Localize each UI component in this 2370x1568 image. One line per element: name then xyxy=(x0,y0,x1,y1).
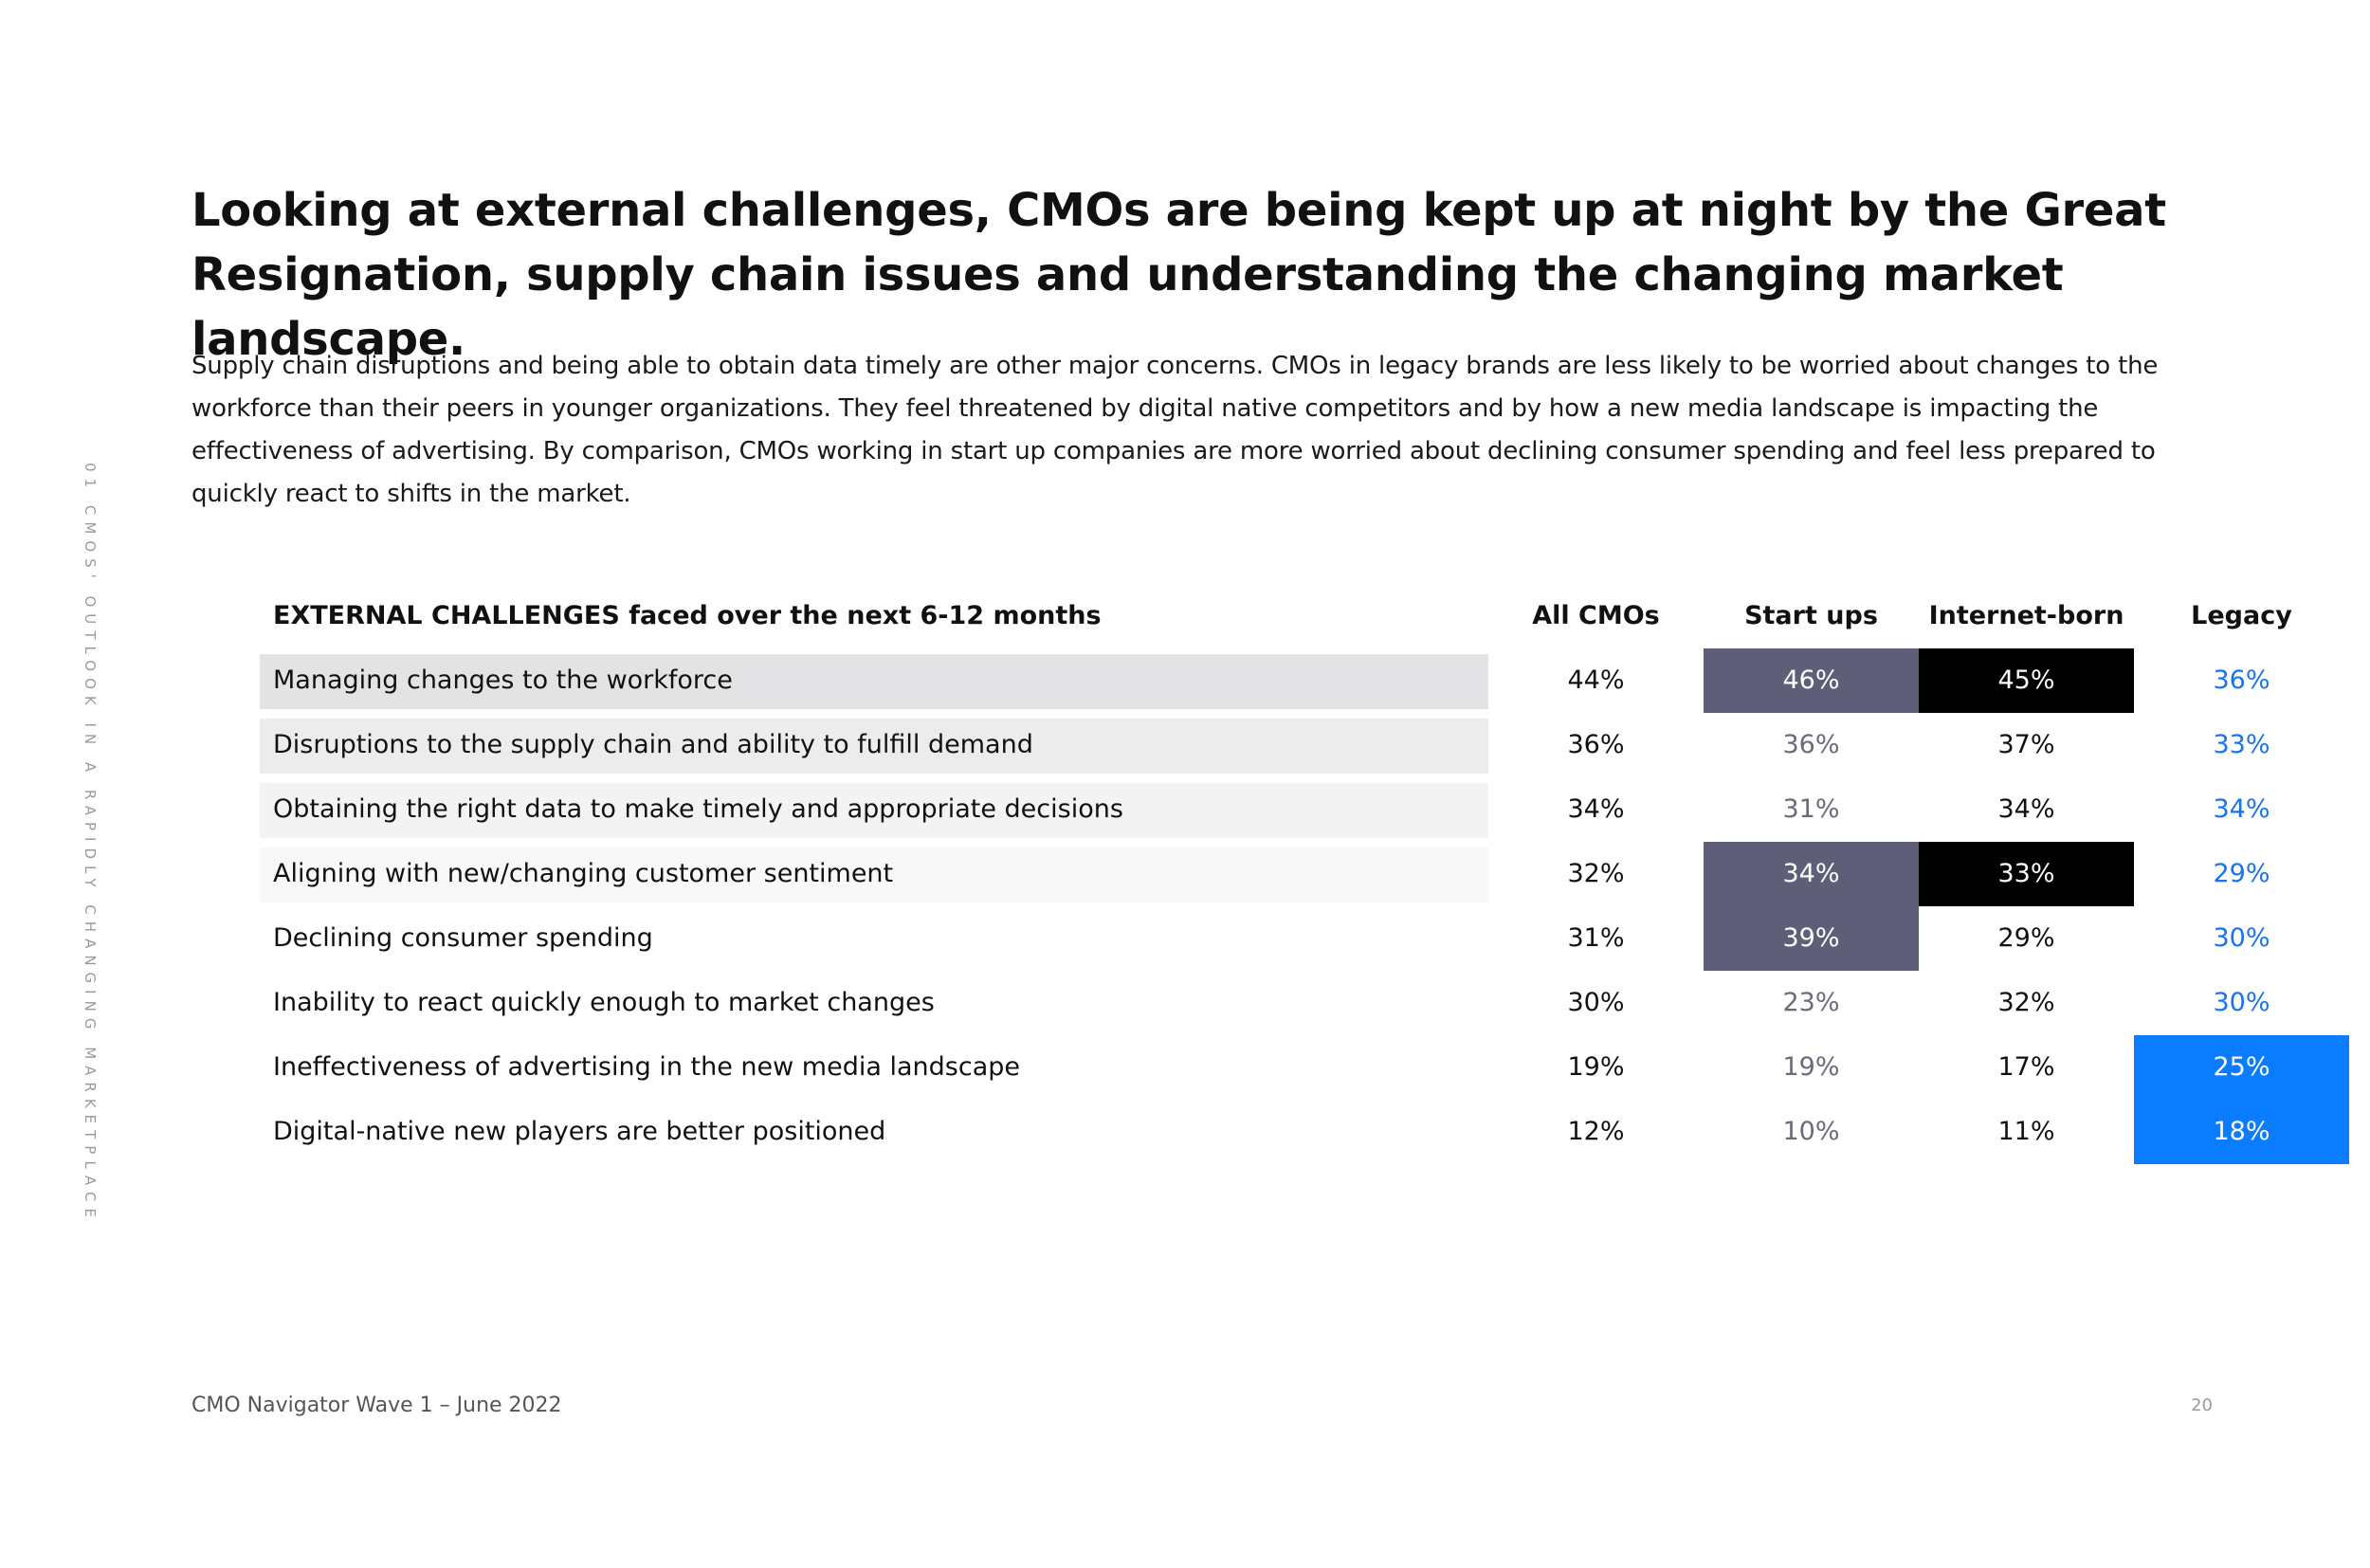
challenge-label: Disruptions to the supply chain and abil… xyxy=(273,730,1033,759)
table-row: Aligning with new/changing customer sent… xyxy=(260,842,2270,906)
challenge-label: Aligning with new/changing customer sent… xyxy=(273,859,894,888)
internet-born-value: 17% xyxy=(1997,1052,2055,1082)
table-body: Managing changes to the workforce 44% 46… xyxy=(260,648,2349,1164)
all-cmos-value: 30% xyxy=(1567,988,1625,1017)
internet-born-value: 32% xyxy=(1997,988,2055,1017)
internet-born-value: 34% xyxy=(1997,794,2055,824)
header-challenge: EXTERNAL CHALLENGES faced over the next … xyxy=(273,601,1102,630)
all-cmos-value: 19% xyxy=(1567,1052,1625,1082)
legacy-value: 18% xyxy=(2134,1100,2349,1164)
row-shading xyxy=(260,719,1488,774)
challenge-label: Inability to react quickly enough to mar… xyxy=(273,988,935,1017)
challenge-label: Obtaining the right data to make timely … xyxy=(273,794,1123,824)
start-ups-value: 23% xyxy=(1782,988,1840,1017)
challenge-label: Declining consumer spending xyxy=(273,923,653,953)
page-number: 20 xyxy=(2191,1395,2213,1415)
legacy-value: 30% xyxy=(2213,988,2270,1017)
row-shading xyxy=(260,848,1488,903)
table-row: Managing changes to the workforce 44% 46… xyxy=(260,648,2270,713)
header-internet-born: Internet-born xyxy=(1928,601,2124,630)
internet-born-value: 11% xyxy=(1997,1117,2055,1146)
header-legacy: Legacy xyxy=(2191,601,2292,630)
header-all-cmos: All CMOs xyxy=(1532,601,1660,630)
legacy-value: 36% xyxy=(2213,665,2270,695)
start-ups-value: 10% xyxy=(1782,1117,1840,1146)
table-row: Disruptions to the supply chain and abil… xyxy=(260,713,2270,777)
internet-born-value: 29% xyxy=(1997,923,2055,953)
challenge-label: Managing changes to the workforce xyxy=(273,665,733,695)
start-ups-value: 36% xyxy=(1782,730,1840,759)
internet-born-value: 45% xyxy=(1919,648,2134,713)
start-ups-value: 34% xyxy=(1704,842,1919,906)
legacy-value: 34% xyxy=(2213,794,2270,824)
all-cmos-value: 44% xyxy=(1567,665,1625,695)
row-shading xyxy=(260,654,1488,709)
header-start-ups: Start ups xyxy=(1744,601,1878,630)
section-side-label: 01 CMOS' OUTLOOK IN A RAPIDLY CHANGING M… xyxy=(82,463,99,1225)
legacy-value: 30% xyxy=(2213,923,2270,953)
table-row: Inability to react quickly enough to mar… xyxy=(260,971,2270,1035)
legacy-value: 25% xyxy=(2134,1035,2349,1100)
all-cmos-value: 36% xyxy=(1567,730,1625,759)
table-row: Declining consumer spending 31% 39% 29% … xyxy=(260,906,2270,971)
internet-born-value: 37% xyxy=(1997,730,2055,759)
start-ups-value: 31% xyxy=(1782,794,1840,824)
all-cmos-value: 34% xyxy=(1567,794,1625,824)
all-cmos-value: 12% xyxy=(1567,1117,1625,1146)
table-row: Ineffectiveness of advertising in the ne… xyxy=(260,1035,2349,1100)
table-header: EXTERNAL CHALLENGES faced over the next … xyxy=(260,584,2292,648)
row-shading xyxy=(260,783,1488,838)
start-ups-value: 46% xyxy=(1704,648,1919,713)
start-ups-value: 39% xyxy=(1704,906,1919,971)
all-cmos-value: 32% xyxy=(1567,859,1625,888)
external-challenges-table: EXTERNAL CHALLENGES faced over the next … xyxy=(260,584,2349,1164)
table-row: Obtaining the right data to make timely … xyxy=(260,777,2270,842)
footer-source: CMO Navigator Wave 1 – June 2022 xyxy=(191,1394,562,1417)
page-headline: Looking at external challenges, CMOs are… xyxy=(191,184,2166,366)
table-row: Digital-native new players are better po… xyxy=(260,1100,2349,1164)
legacy-value: 33% xyxy=(2213,730,2270,759)
intro-paragraph: Supply chain disruptions and being able … xyxy=(191,352,2159,508)
challenge-label: Ineffectiveness of advertising in the ne… xyxy=(273,1052,1020,1082)
challenge-label: Digital-native new players are better po… xyxy=(273,1117,886,1146)
all-cmos-value: 31% xyxy=(1567,923,1625,953)
legacy-value: 29% xyxy=(2213,859,2270,888)
start-ups-value: 19% xyxy=(1782,1052,1840,1082)
internet-born-value: 33% xyxy=(1919,842,2134,906)
